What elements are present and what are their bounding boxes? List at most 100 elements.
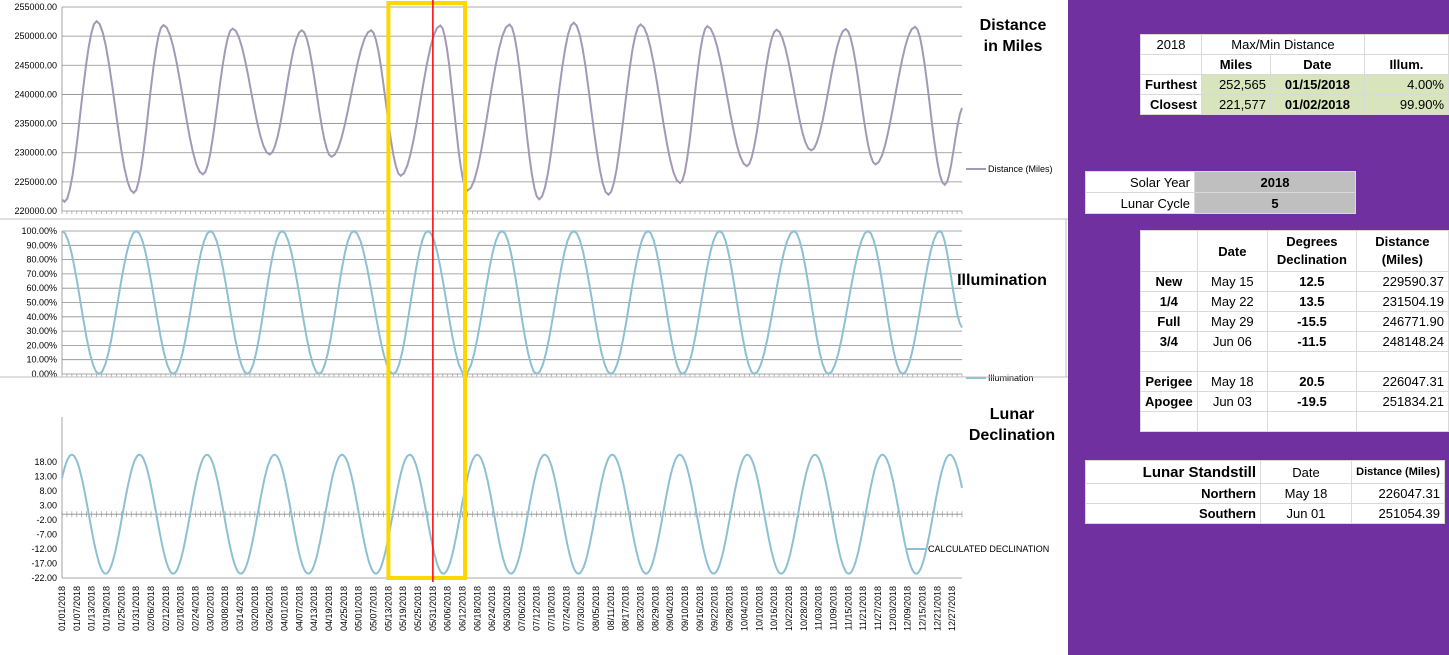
phases-header-decl-line2: Declination [1276,252,1347,267]
phase-row: 1/4 May 22 13.5 231504.19 [1140,291,1449,312]
phases-header-date: Date [1196,230,1269,272]
declination-tick-label: -22.00 [31,573,57,583]
x-date-label: 11/09/2018 [828,586,838,630]
charts-svg: 255000.00 250000.00 245000.00 240000.00 2350… [0,0,1068,631]
x-date-label: 03/20/2018 [250,586,260,631]
extreme-date: Jun 03 [1196,391,1269,412]
distance-series-line [61,19,963,204]
x-date-label: 01/13/2018 [87,586,97,631]
distance-tick-label: 225000.00 [14,177,57,187]
phase-row: 3/4 Jun 06 -11.5 248148.24 [1140,331,1449,352]
extreme-dist: 226047.31 [1355,371,1449,392]
x-date-label: 07/12/2018 [532,586,542,631]
x-date-label: 06/12/2018 [458,586,468,631]
solar-year-value: 2018 [1194,171,1356,193]
x-date-label: 02/12/2018 [161,586,171,631]
x-date-label: 05/31/2018 [428,586,438,631]
extreme-row: Apogee Jun 03 -19.5 251834.21 [1140,391,1449,412]
illumination-panel: 100.00% 90.00% 80.00% 70.00% 60.00% 50.00% 40.… [21,226,1033,383]
x-date-label: 01/25/2018 [116,586,126,631]
x-date-label: 10/04/2018 [739,586,749,631]
x-date-label: 06/18/2018 [472,586,482,631]
phase-row: New May 15 12.5 229590.37 [1140,271,1449,292]
x-date-label: 01/01/2018 [57,586,67,631]
x-date-label: 08/11/2018 [606,586,616,630]
declination-tick-label: -17.00 [31,559,57,569]
x-date-label: 04/07/2018 [294,586,304,631]
phase-date: May 15 [1196,271,1269,292]
maxmin-illum: 99.90% [1363,94,1449,115]
standstill-header-dist: Distance (Miles) [1351,460,1445,484]
x-date-label: 12/03/2018 [888,586,898,631]
x-date-label: 11/03/2018 [814,586,824,630]
distance-title: Distance in Miles [960,15,1066,57]
x-date-label: 04/13/2018 [309,586,319,631]
standstill-dist: 226047.31 [1351,483,1445,504]
x-date-label: 06/30/2018 [502,586,512,631]
x-date-label: 09/16/2018 [695,586,705,631]
x-date-label: 02/24/2018 [191,586,201,631]
maxmin-row-furthest: Furthest 252,565 01/15/2018 4.00% [1140,74,1449,95]
maxmin-row-closest: Closest 221,577 01/02/2018 99.90% [1140,94,1449,115]
standstill-date: Jun 01 [1260,503,1352,524]
distance-panel: 255000.00 250000.00 245000.00 240000.00 2350… [14,2,1052,216]
standstill-row: Southern Jun 01 251054.39 [1085,503,1445,524]
distance-tick-label: 250000.00 [14,31,57,41]
x-date-label: 11/27/2018 [873,586,883,630]
extreme-decl: -19.5 [1267,391,1357,412]
x-date-label: 01/19/2018 [102,586,112,631]
illumination-series-line [61,229,963,376]
standstill-date: May 18 [1260,483,1352,504]
maxmin-illum: 4.00% [1363,74,1449,95]
phase-dist: 231504.19 [1355,291,1449,312]
phase-row: Full May 29 -15.5 246771.90 [1140,311,1449,332]
illumination-tick-label: 40.00% [26,312,57,322]
x-date-label: 03/08/2018 [220,586,230,631]
x-date-label: 07/06/2018 [517,586,527,631]
maxmin-year: 2018 [1140,34,1202,55]
phases-header-dist-line2: (Miles) [1381,252,1423,267]
chart-area: 255000.00 250000.00 245000.00 240000.00 2350… [0,0,1068,632]
standstill-header-date: Date [1260,460,1352,484]
maxmin-header-miles: Miles [1201,54,1271,75]
x-date-label: 07/30/2018 [576,586,586,631]
maxmin-miles: 252,565 [1201,74,1271,95]
x-date-label: 03/26/2018 [265,586,275,631]
distance-tick-label: 245000.00 [14,60,57,70]
x-date-label: 07/24/2018 [561,586,571,631]
extreme-dist: 251834.21 [1355,391,1449,412]
phase-decl: -11.5 [1267,331,1357,352]
maxmin-label: Closest [1140,94,1202,115]
standstill-dist: 251054.39 [1351,503,1445,524]
x-date-label: 02/18/2018 [176,586,186,631]
lunar-cycle-value: 5 [1194,192,1356,214]
phase-decl: 13.5 [1267,291,1357,312]
illumination-legend-label: Illumination [988,373,1034,383]
phase-label: New [1140,271,1198,292]
phases-header-decl: Degrees Declination [1267,230,1357,272]
maxmin-date: 01/15/2018 [1269,74,1365,95]
x-date-labels: 01/01/2018 01/07/2018 01/13/2018 01/19/2018… [57,586,957,631]
x-date-label: 04/01/2018 [280,586,290,631]
maxmin-title: Max/Min Distance [1201,34,1365,55]
phase-label: 3/4 [1140,331,1198,352]
x-date-label: 05/13/2018 [383,586,393,631]
phases-header-dist-line1: Distance [1375,234,1430,249]
declination-title: Lunar Declination [958,404,1066,446]
x-date-label: 09/22/2018 [710,586,720,631]
x-date-label: 07/18/2018 [547,586,557,631]
x-date-label: 12/15/2018 [917,586,927,631]
illumination-tick-label: 100.00% [21,226,57,236]
maxmin-header-date: Date [1269,54,1365,75]
extreme-row: Perigee May 18 20.5 226047.31 [1140,371,1449,392]
extreme-date: May 18 [1196,371,1269,392]
illumination-tick-label: 90.00% [26,240,57,250]
declination-tick-label: 18.00 [34,457,57,467]
phase-dist: 248148.24 [1355,331,1449,352]
x-date-label: 08/17/2018 [621,586,631,631]
x-date-label: 11/21/2018 [858,586,868,630]
standstill-row: Northern May 18 226047.31 [1085,483,1445,504]
x-date-label: 05/19/2018 [398,586,408,631]
x-date-label: 05/25/2018 [413,586,423,631]
declination-tick-label: 8.00 [39,486,57,496]
